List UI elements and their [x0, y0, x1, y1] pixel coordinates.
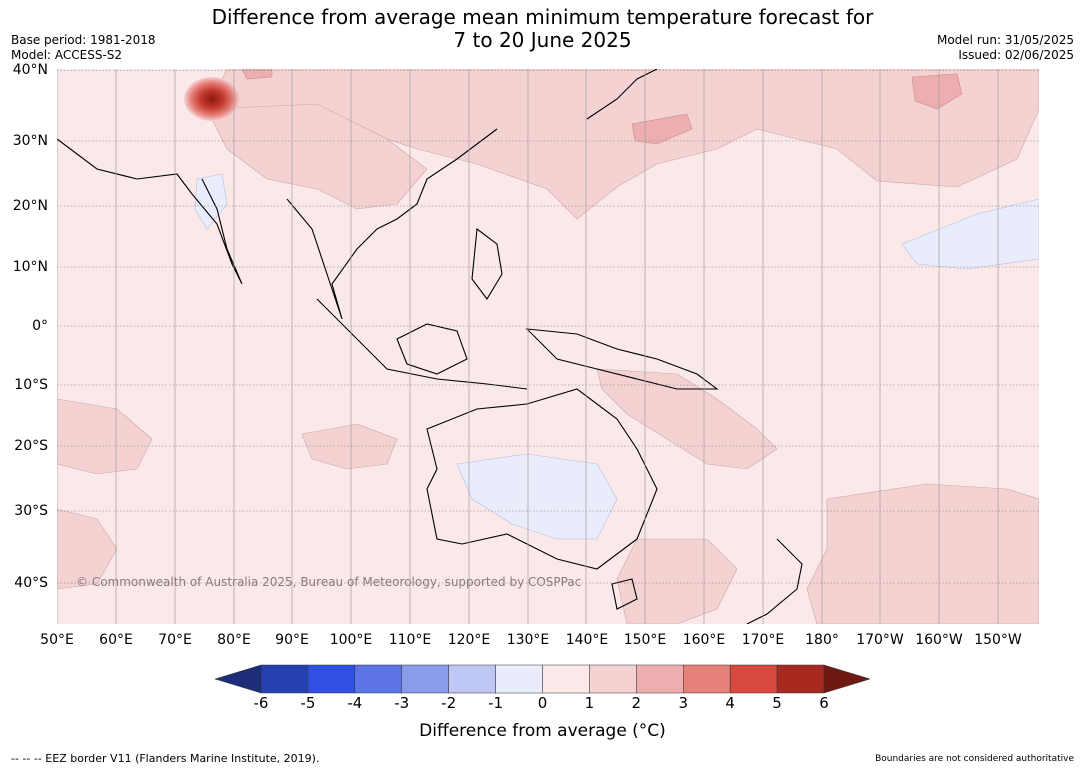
colorbar-tick-label: 0 [537, 694, 548, 712]
coastline-philippines [471, 227, 503, 300]
lon-label-110e: 110°E [388, 632, 432, 648]
lat-label-0: 0° [32, 318, 48, 334]
colorbar-tick-label: -6 [253, 694, 269, 712]
lat-label-30s: 30°S [14, 503, 48, 519]
colorbar-tick-label: 2 [631, 694, 642, 712]
colorbar-tick-label: 1 [584, 694, 595, 712]
coastline-sumatra-java [316, 298, 528, 390]
lon-label-160w: 160°W [915, 632, 963, 648]
cool-patch-india [194, 173, 228, 230]
lon-label-170w: 170°W [856, 632, 904, 648]
coastline-borneo [396, 323, 468, 375]
lat-label-20n: 20°N [12, 198, 48, 214]
lat-label-10s: 10°S [14, 377, 48, 393]
colorbar-tick-label: -1 [488, 694, 504, 712]
lon-label-180: 180° [805, 632, 839, 648]
anomaly-patch-tasman [616, 538, 738, 624]
colorbar-segment [589, 664, 637, 694]
lon-label-140e: 140°E [565, 632, 609, 648]
map-title-line2: 7 to 20 June 2025 [453, 28, 632, 52]
colorbar-tick-label: -5 [300, 694, 316, 712]
map-title-line1: Difference from average mean minimum tem… [211, 5, 874, 29]
model-name: Model: ACCESS-S2 [11, 48, 123, 62]
lon-label-70e: 70°E [158, 632, 192, 648]
coastline-india [57, 138, 243, 285]
colorbar-segment [636, 664, 684, 694]
colorbar-segment [354, 664, 402, 694]
colorbar-tick-label: 4 [725, 694, 735, 712]
forecast-map: © Commonwealth of Australia 2025, Bureau… [57, 69, 1039, 624]
base-period: Base period: 1981-2018 [11, 33, 156, 47]
colorbar-segment [495, 664, 543, 694]
boundary-disclaimer: Boundaries are not considered authoritat… [875, 754, 1074, 764]
model-run: Model run: 31/05/2025 [936, 33, 1074, 47]
hot-spot [184, 77, 240, 121]
colorbar-segment [729, 664, 778, 694]
lon-label-60e: 60°E [99, 632, 133, 648]
lon-label-130e: 130°E [506, 632, 550, 648]
issued-date: Issued: 02/06/2025 [958, 48, 1074, 62]
lat-label-30n: 30°N [12, 133, 48, 149]
colorbar-segment [683, 664, 731, 694]
lon-label-120e: 120°E [447, 632, 491, 648]
lat-label-20s: 20°S [14, 438, 48, 454]
lat-label-10n: 10°N [12, 259, 48, 275]
copyright-notice: © Commonwealth of Australia 2025, Bureau… [76, 575, 581, 589]
cool-patch-australia [456, 453, 618, 540]
colorbar-segment [260, 664, 309, 694]
lon-label-150e: 150°E [623, 632, 667, 648]
anomaly-patch-north-strong [241, 69, 273, 80]
anomaly-patch-korea-strong [631, 113, 693, 145]
colorbar-tick-label: 6 [819, 694, 829, 712]
coastline-japan [586, 69, 658, 120]
coastline-tasmania [611, 578, 638, 610]
lon-label-150w: 150°W [974, 632, 1022, 648]
lon-label-100e: 100°E [329, 632, 373, 648]
colorbar-segment [307, 664, 356, 694]
eez-footnote: -- -- -- EEZ border V11 (Flanders Marine… [11, 752, 320, 765]
lon-label-160e: 160°E [682, 632, 726, 648]
cool-patch-pacific [901, 198, 1039, 270]
colorbar-arrow-high [823, 664, 870, 694]
coastline-newzealand [746, 538, 803, 624]
anomaly-patch-central-indian [301, 423, 398, 470]
colorbar-tick-label: 5 [772, 694, 782, 712]
coastline-newguinea [525, 328, 719, 390]
colorbar-title: Difference from average (°C) [419, 721, 666, 741]
colorbar-tick-label: -3 [394, 694, 410, 712]
colorbar [215, 664, 870, 694]
coastline-australia [426, 388, 658, 570]
colorbar-tick-label: 3 [678, 694, 689, 712]
lon-label-90e: 90°E [275, 632, 309, 648]
colorbar-tick-label: -2 [441, 694, 457, 712]
lon-label-80e: 80°E [217, 632, 251, 648]
colorbar-segment [542, 664, 590, 694]
colorbar-segment [448, 664, 496, 694]
colorbar-segment [401, 664, 449, 694]
anomaly-patch-japan-strong [911, 73, 963, 110]
anomaly-patch-tibet [206, 103, 428, 210]
anomaly-patch-south-west [57, 508, 118, 590]
graticule [57, 70, 1039, 584]
lat-label-40n: 40°N [12, 62, 48, 78]
anomaly-patch-india-ocean-west [57, 398, 153, 475]
lon-label-50e: 50°E [40, 632, 74, 648]
lon-label-170e: 170°E [741, 632, 785, 648]
anomaly-patch-south-east [806, 483, 1039, 624]
lat-label-40s: 40°S [14, 575, 48, 591]
colorbar-tick-label: -4 [347, 694, 363, 712]
colorbar-arrow-low [215, 664, 262, 694]
colorbar-segment [776, 664, 825, 694]
coastline-southeast-asia [286, 128, 498, 320]
